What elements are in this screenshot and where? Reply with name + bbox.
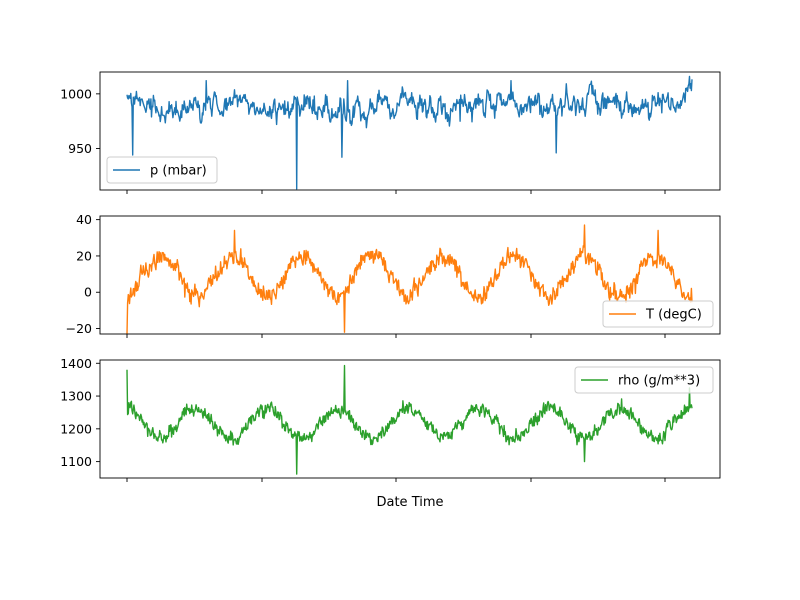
y-tick-label: 1000 (60, 86, 92, 101)
temperature-x-ticks (126, 334, 666, 338)
pressure-plot-frame (99, 71, 721, 191)
series-line (126, 75, 693, 190)
pressure-x-ticks (126, 190, 666, 194)
y-tick-label: 1400 (60, 356, 92, 371)
density-y-ticks: 1100 1200 1300 1400 (60, 356, 100, 469)
pressure-legend: p (mbar) (106, 156, 218, 184)
y-tick-label: 1300 (60, 389, 92, 404)
pressure-legend-label: p (mbar) (150, 164, 207, 179)
pressure-legend-box (106, 156, 218, 184)
series-line (126, 224, 693, 335)
y-tick-label: 0 (84, 285, 92, 300)
y-tick-label: 950 (68, 141, 92, 156)
y-tick-label: 1100 (60, 454, 92, 469)
density-plot-frame (99, 359, 721, 479)
pressure-series-line-group (126, 75, 693, 190)
x-axis-title: Date Time (376, 495, 443, 510)
temperature-legend: T (degC) (602, 300, 714, 328)
y-tick-label: −20 (66, 321, 92, 336)
series-line (126, 364, 693, 475)
temperature-plot-frame (99, 215, 721, 335)
pressure-y-ticks: 950 1000 (60, 86, 100, 156)
density-panel: 1100 1200 1300 1400 rho (g/m**3) (60, 356, 721, 482)
y-tick-label: 1200 (60, 421, 92, 436)
y-tick-label: 20 (76, 248, 92, 263)
pressure-panel: 950 1000 p (mbar) (60, 71, 721, 194)
temperature-legend-label: T (degC) (645, 308, 702, 323)
temperature-panel: −20 0 20 40 T (degC) (66, 212, 721, 338)
temperature-legend-box (602, 300, 714, 328)
density-x-ticks (126, 478, 666, 482)
y-tick-label: 40 (76, 212, 92, 227)
density-legend-label: rho (g/m**3) (618, 374, 700, 389)
density-series-line-group (126, 364, 693, 475)
density-legend: rho (g/m**3) (574, 366, 714, 394)
temperature-y-ticks: −20 0 20 40 (66, 212, 100, 336)
temperature-series-line-group (126, 224, 693, 335)
density-legend-box (574, 366, 714, 394)
